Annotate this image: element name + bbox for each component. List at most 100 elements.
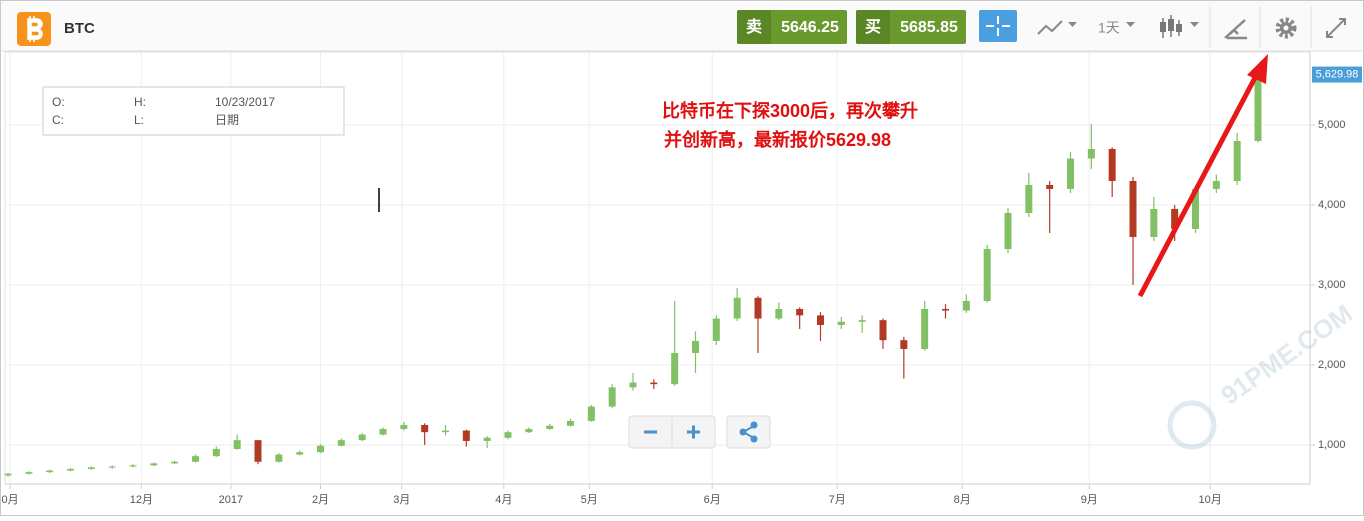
info-high: H: (134, 95, 146, 109)
arrow-head (1247, 54, 1268, 84)
candle-body (421, 424, 429, 433)
candle-body (1004, 212, 1012, 249)
share-bg (726, 415, 771, 449)
x-tick-label: 4月 (495, 494, 512, 506)
x-tick-label: 8月 (954, 494, 971, 506)
candle-body (296, 452, 304, 455)
x-tick-label: 2017 (219, 494, 243, 506)
candle-body (46, 470, 54, 473)
draw-tool-icon[interactable] (1224, 19, 1247, 40)
x-tick-label: 10月 (1198, 494, 1221, 506)
candle-body (1150, 208, 1158, 237)
buy-button[interactable]: 买 5685.85 (856, 10, 966, 44)
candle-body (1171, 208, 1179, 229)
y-tick-label: 2,000 (1318, 359, 1346, 371)
sell-button[interactable]: 卖 5646.25 (737, 10, 847, 44)
candle-body (25, 472, 33, 474)
candle-body (275, 454, 283, 462)
y-tick-label: 4,000 (1318, 199, 1346, 211)
crosshair-bg (979, 10, 1017, 42)
candle-body (775, 308, 783, 319)
candle-style-button[interactable] (1160, 15, 1199, 38)
annotation: 并创新高，最新报价5629.98 (664, 129, 891, 150)
share-dot (739, 428, 747, 436)
candle-body (1046, 184, 1054, 189)
chart-type-icon (1037, 20, 1063, 35)
candle-body (337, 440, 345, 446)
candle-body (171, 461, 179, 464)
sell-label-bg (737, 10, 771, 44)
candle-body (233, 440, 241, 449)
candle-body (712, 318, 720, 341)
interval-button[interactable]: 1天 (1098, 20, 1135, 36)
zoom-in[interactable] (687, 425, 700, 439)
candle-body (1108, 148, 1116, 181)
x-tick-label: 7月 (829, 494, 846, 506)
candle-body (483, 437, 491, 441)
info-open: O: (52, 95, 65, 109)
candle-body (67, 468, 74, 471)
crosshair-button[interactable] (979, 10, 1017, 42)
candle-body (254, 440, 262, 462)
candle-body (962, 300, 970, 311)
last-price-tag (1312, 66, 1362, 83)
candle-body (317, 445, 324, 453)
gear-hole (1283, 25, 1289, 31)
candle-body (129, 465, 137, 467)
annotation: 比特币在下探3000后，再次攀升 (662, 100, 918, 121)
dropdown-caret (1126, 22, 1135, 27)
share-dot (750, 421, 758, 429)
arrow-shaft (1137, 70, 1261, 298)
dropdown-caret (1068, 22, 1077, 27)
candle-body (650, 382, 658, 385)
gear-teeth (1275, 17, 1297, 39)
buy-label: 买 (865, 18, 881, 36)
candle-body (608, 387, 616, 407)
candle-body (983, 248, 991, 301)
y-tick-label: 3,000 (1318, 279, 1346, 291)
share-button[interactable] (739, 421, 758, 443)
info-box-bg (42, 86, 345, 136)
candle-body (379, 428, 387, 435)
candle-body (1212, 180, 1220, 189)
candle-body (442, 430, 449, 433)
x-tick-label: 9月 (1081, 494, 1098, 506)
candle-body (1233, 140, 1241, 181)
candle-body (1025, 184, 1033, 213)
candle-body (900, 340, 908, 349)
candle-body (150, 463, 158, 466)
sell-price: 5646.25 (781, 19, 839, 36)
candle-body (796, 308, 804, 316)
candle-icon-bodies (1160, 19, 1182, 32)
buy-price: 5685.85 (900, 19, 958, 36)
interval: 1天 (1098, 20, 1120, 36)
fullscreen-icon[interactable] (1326, 18, 1346, 38)
info-low: L: (134, 113, 144, 127)
candle-body (921, 308, 929, 349)
candle-body (587, 406, 595, 421)
candle-body (1087, 148, 1095, 159)
info-date: 10/23/2017 (215, 95, 275, 109)
candle-body (733, 297, 741, 319)
candle-body (108, 466, 116, 468)
plot (4, 52, 1315, 489)
btc-glyph (27, 16, 43, 42)
candle-body (192, 456, 199, 462)
candle-body (858, 320, 866, 322)
last-price-label: 5,629.98 (1316, 68, 1359, 80)
x-tick-label: 12月 (130, 494, 153, 506)
candle-body (942, 308, 949, 311)
chart-type-button[interactable] (1037, 20, 1077, 35)
info-date-label: 日期 (215, 113, 239, 127)
toolbar (1, 1, 1363, 51)
x-tick-label: 2月 (312, 494, 329, 506)
candle-body (817, 315, 824, 325)
candle-body (837, 321, 845, 325)
y-tick-label: 5,000 (1318, 119, 1346, 131)
candle-body (4, 473, 12, 476)
x-tick-label: 3月 (393, 494, 410, 506)
info-box: O: H: 10/23/2017 C: L: 日期 (42, 86, 345, 136)
settings-button[interactable] (1275, 17, 1297, 39)
candle-body (692, 340, 699, 353)
candle-body (1067, 158, 1074, 189)
